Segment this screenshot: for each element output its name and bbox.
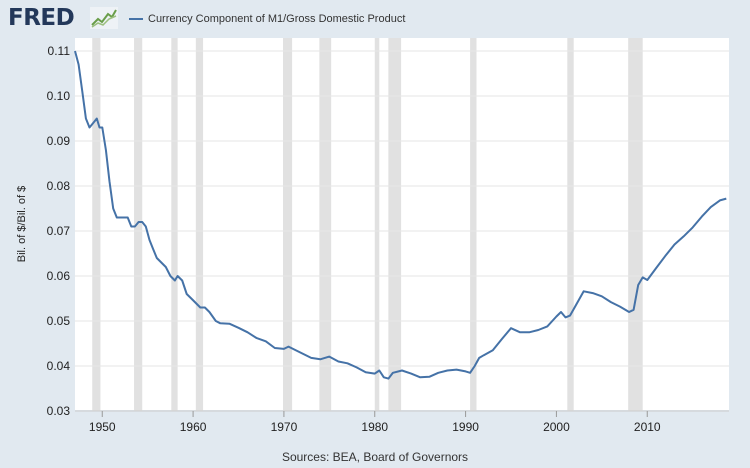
x-tick-label: 1950 bbox=[89, 420, 116, 434]
x-tick-label: 1980 bbox=[361, 420, 388, 434]
x-axis-ticks: 1950 1960 1970 1980 1990 2000 2010 bbox=[89, 411, 661, 434]
y-tick-label: 0.05 bbox=[47, 314, 71, 328]
x-tick-label: 1990 bbox=[452, 420, 479, 434]
y-tick-label: 0.10 bbox=[47, 89, 71, 103]
y-tick-label: 0.03 bbox=[47, 404, 71, 418]
series-line bbox=[74, 50, 727, 380]
x-tick-label: 2000 bbox=[543, 420, 570, 434]
recession-bar bbox=[283, 38, 293, 411]
y-tick-label: 0.04 bbox=[47, 359, 71, 373]
x-tick-label: 2010 bbox=[634, 420, 661, 434]
recession-bar bbox=[470, 38, 477, 411]
y-tick-label: 0.09 bbox=[47, 134, 71, 148]
source-note: Sources: BEA, Board of Governors bbox=[281, 450, 469, 464]
header: FRED Currency Component of M1/Gross Dome… bbox=[8, 4, 608, 32]
recession-bar bbox=[92, 38, 101, 411]
x-tick-label: 1960 bbox=[180, 420, 207, 434]
y-tick-label: 0.11 bbox=[48, 44, 71, 58]
recession-shading-group bbox=[92, 38, 643, 411]
y-tick-label: 0.07 bbox=[47, 224, 71, 238]
series-group bbox=[74, 50, 727, 380]
recession-bar bbox=[374, 38, 380, 411]
recession-bar bbox=[567, 38, 574, 411]
y-axis-label: Bil. of $/Bil. of $ bbox=[16, 186, 28, 262]
chart-legend[interactable]: Currency Component of M1/Gross Domestic … bbox=[129, 13, 405, 25]
recession-bar bbox=[388, 38, 402, 411]
x-tick-label: 1970 bbox=[271, 420, 298, 434]
y-axis-ticks: 0.03 0.04 0.05 0.06 0.07 0.08 0.09 0.10 0.11 bbox=[47, 44, 71, 418]
y-tick-label: 0.08 bbox=[47, 179, 71, 193]
fred-logo[interactable]: FRED bbox=[8, 5, 75, 31]
legend-swatch bbox=[129, 18, 143, 20]
recession-bar bbox=[628, 38, 643, 411]
y-tick-label: 0.06 bbox=[47, 269, 71, 283]
gridlines bbox=[75, 50, 729, 412]
recession-bar bbox=[319, 38, 332, 411]
recession-bar bbox=[134, 38, 143, 411]
recession-bar bbox=[171, 38, 178, 411]
recession-bar bbox=[195, 38, 204, 411]
plot-area bbox=[75, 38, 729, 410]
legend-label: Currency Component of M1/Gross Domestic … bbox=[148, 13, 406, 25]
fred-logo-graph-icon bbox=[90, 7, 118, 29]
